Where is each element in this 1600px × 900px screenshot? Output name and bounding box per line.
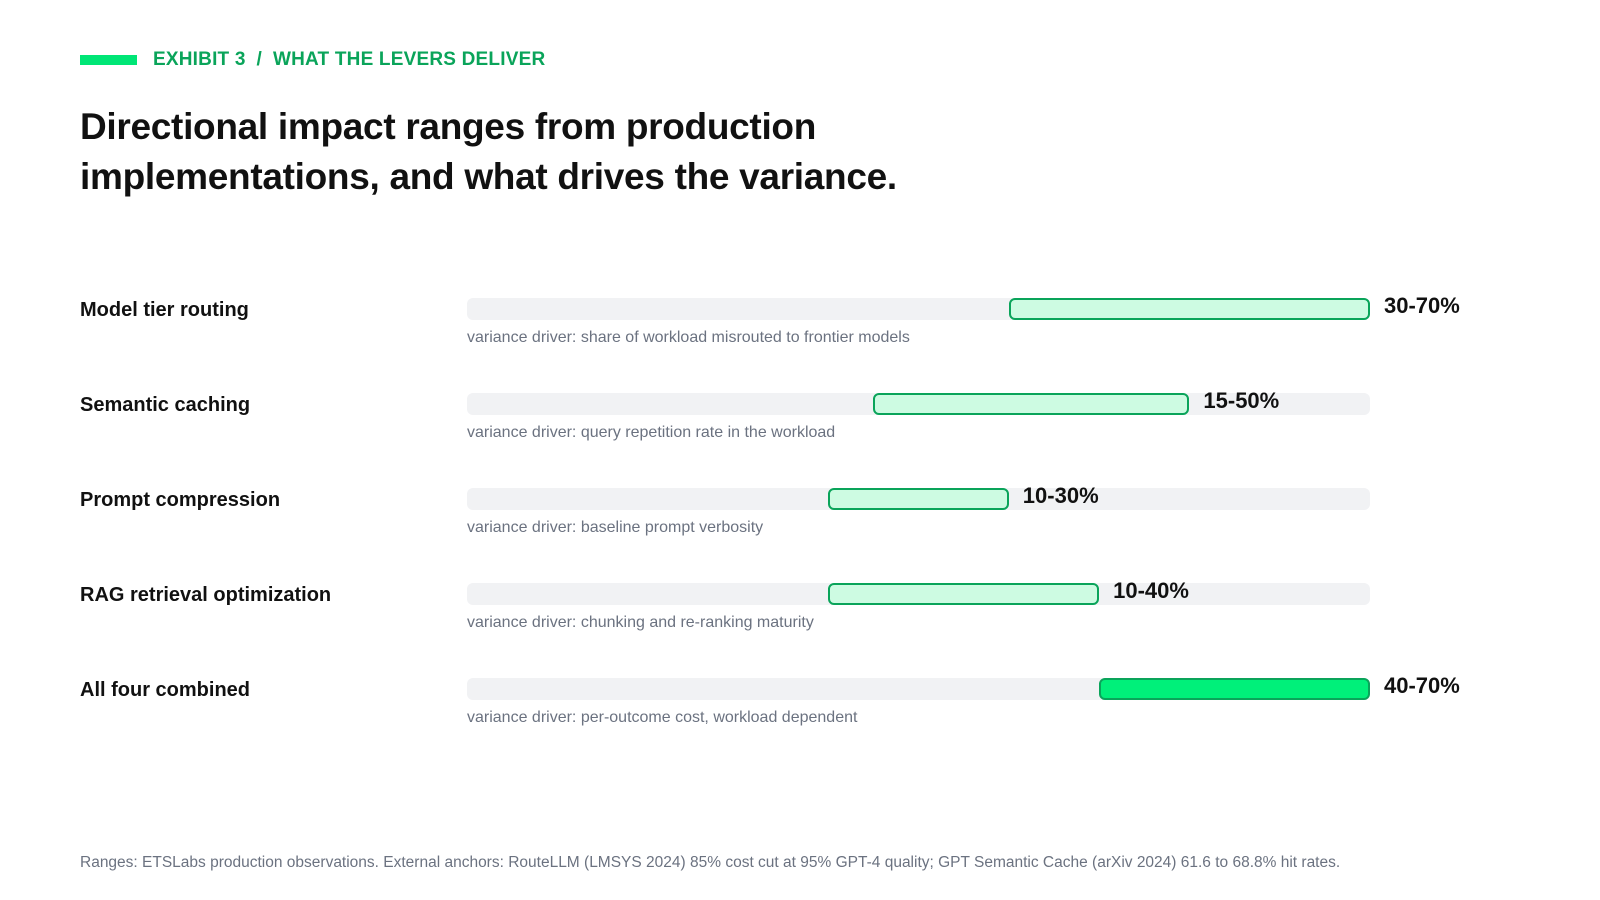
range-track: 40-70% [467,673,1460,700]
range-track: 15-50% [467,388,1370,415]
chart-row: Model tier routing 30-70% variance driver:… [0,293,1600,378]
range-value-label: 10-40% [1113,578,1189,603]
lever-label: RAG retrieval optimization [80,584,332,606]
variance-driver-note: variance driver: query repetition rate i… [467,424,836,441]
variance-driver-note: variance driver: baseline prompt verbosi… [467,519,764,536]
exhibit-eyebrow: EXHIBIT 3 / WHAT THE LEVERS DELIVER [80,49,545,71]
range-track: 10-40% [467,578,1370,605]
range-bar [873,393,1190,415]
range-bar [828,488,1009,510]
chart-row: Semantic caching 15-50% variance driver: q… [0,388,1600,473]
lever-label: All four combined [80,679,250,701]
chart-row: All four combined 40-70% variance driver: … [0,673,1600,758]
footnote: Ranges: ETSLabs production observations.… [80,854,1341,871]
variance-driver-note: variance driver: share of workload misro… [467,329,910,346]
range-bar [828,583,1100,605]
range-bar [1099,678,1370,700]
variance-driver-note: variance driver: chunking and re-ranking… [467,614,814,631]
accent-bar [80,55,137,65]
range-value-label: 30-70% [1384,293,1460,318]
range-value-label: 15-50% [1203,388,1280,413]
lever-label: Semantic caching [80,394,251,416]
variance-driver-note: variance driver: per-outcome cost, workl… [467,709,858,726]
range-track: 30-70% [467,293,1460,320]
eyebrow-text: EXHIBIT 3 / WHAT THE LEVERS DELIVER [153,49,546,70]
range-bar [1008,298,1370,320]
range-value-label: 40-70% [1384,673,1460,698]
page-title: Directional impact ranges from productio… [80,106,897,197]
range-track: 10-30% [467,483,1370,510]
lever-label: Model tier routing [80,299,249,321]
range-value-label: 10-30% [1022,483,1099,508]
lever-label: Prompt compression [80,489,281,511]
chart-row: Prompt compression 10-30% variance driver:… [0,483,1600,568]
chart-row: RAG retrieval optimization 10-40% variance… [0,578,1600,663]
